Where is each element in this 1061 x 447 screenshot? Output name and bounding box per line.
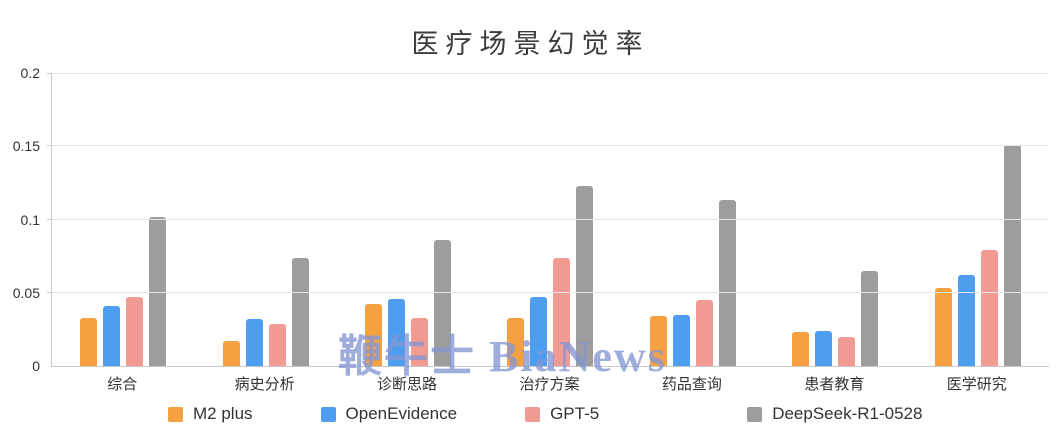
bar xyxy=(388,298,406,366)
y-tick-mark xyxy=(47,291,52,293)
bar-group xyxy=(52,73,194,366)
legend-label: GPT-5 xyxy=(550,404,600,423)
y-tick-label: 0 xyxy=(32,358,40,374)
bar-group xyxy=(194,73,336,366)
legend-item: DeepSeek-R1-0528 xyxy=(747,404,922,424)
bar xyxy=(695,300,713,366)
bar-group xyxy=(907,73,1049,366)
legend: M2 plus OpenEvidence GPT-5 DeepSeek-R1-0528 xyxy=(168,404,922,424)
y-tick-label: 0.1 xyxy=(20,211,40,228)
gridline xyxy=(52,145,1049,147)
legend-swatch xyxy=(525,406,541,422)
bar xyxy=(861,270,879,366)
x-axis-label: 病史分析 xyxy=(234,376,295,393)
y-tick-label: 0.05 xyxy=(12,284,40,301)
bar xyxy=(434,240,452,366)
bar xyxy=(103,305,121,366)
x-axis-labels: 综合 病史分析 诊断思路 治疗方案 药品查询 患者教育 医学研究 xyxy=(51,373,1048,394)
bar xyxy=(80,317,98,366)
x-axis-label: 综合 xyxy=(107,376,138,393)
y-tick-mark xyxy=(47,73,52,74)
bar xyxy=(149,216,167,366)
legend-swatch xyxy=(320,406,336,422)
y-tick-mark xyxy=(47,145,52,147)
bar xyxy=(411,317,429,366)
bar xyxy=(1003,144,1021,366)
legend-swatch xyxy=(747,406,763,422)
bar xyxy=(672,314,690,366)
gridline xyxy=(52,218,1049,220)
bar-group xyxy=(479,73,621,366)
y-tick-mark xyxy=(47,218,52,220)
chart-title: 医疗场景幻觉率 xyxy=(411,29,650,59)
x-axis-label: 医学研究 xyxy=(946,376,1007,393)
legend-item: GPT-5 xyxy=(525,404,599,424)
bar xyxy=(718,200,736,366)
bar xyxy=(792,332,810,366)
x-axis-label: 患者教育 xyxy=(804,376,865,393)
bar xyxy=(291,257,309,366)
gridline xyxy=(52,291,1049,293)
y-tick-label: 0.2 xyxy=(20,65,40,81)
bar-group xyxy=(764,73,906,366)
legend-label: DeepSeek-R1-0528 xyxy=(772,404,923,423)
x-axis-label: 治疗方案 xyxy=(519,376,580,393)
bar xyxy=(530,297,548,366)
legend-item: M2 plus xyxy=(168,404,253,424)
x-axis-label: 诊断思路 xyxy=(377,376,438,393)
bar xyxy=(507,317,525,366)
bar xyxy=(649,316,667,366)
gridline xyxy=(52,73,1049,74)
bar xyxy=(815,330,833,366)
bar xyxy=(126,297,144,366)
bar xyxy=(365,304,383,366)
x-axis-label: 药品查询 xyxy=(661,376,722,393)
bar xyxy=(245,319,263,366)
bar xyxy=(268,323,286,366)
bar xyxy=(838,336,856,366)
bar-group xyxy=(337,73,479,366)
legend-label: OpenEvidence xyxy=(345,404,458,423)
bar xyxy=(576,185,594,366)
bar xyxy=(553,257,571,366)
legend-swatch xyxy=(168,406,183,422)
bar-group xyxy=(622,73,764,366)
legend-label: M2 plus xyxy=(193,404,253,423)
legend-item: OpenEvidence xyxy=(320,404,458,424)
bar xyxy=(222,341,240,366)
y-tick-label: 0.15 xyxy=(12,138,40,155)
bar xyxy=(934,288,952,366)
plot-area xyxy=(47,73,1049,367)
bar xyxy=(980,250,998,366)
bar xyxy=(957,275,975,366)
bar-groups xyxy=(52,73,1049,366)
y-axis: 0 0.05 0.1 0.15 0.2 xyxy=(0,66,46,373)
